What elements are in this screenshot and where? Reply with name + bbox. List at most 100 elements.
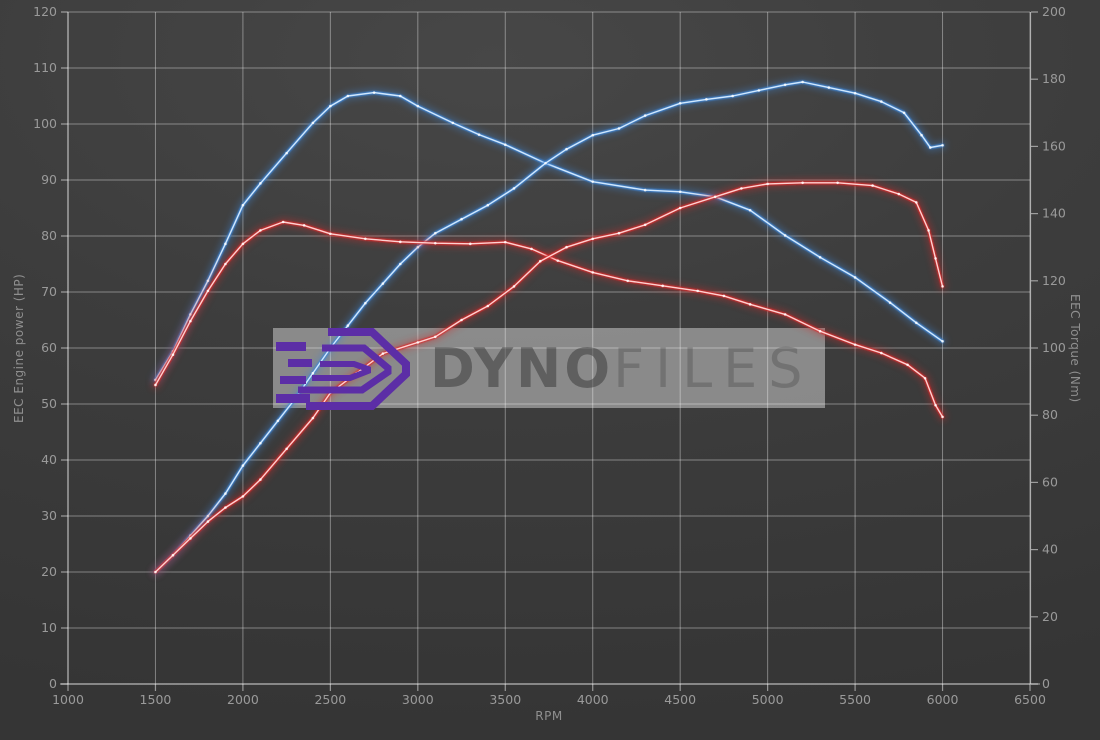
data-point-marker-power-blue: [827, 86, 831, 89]
data-point-marker-power-blue: [941, 143, 944, 147]
y-right-tick-label: 200: [1042, 4, 1066, 19]
x-tick-label: 4500: [664, 692, 696, 707]
data-point-marker-torque-blue: [311, 121, 315, 125]
y-right-tick-label: 100: [1042, 340, 1066, 355]
curve-power-red: [151, 178, 947, 577]
data-point-marker-power-red: [154, 570, 157, 574]
data-point-marker-power-red: [206, 520, 210, 523]
x-tick-label: 3500: [489, 692, 521, 707]
data-point-marker-power-red: [934, 257, 937, 260]
data-point-marker-torque-red: [748, 303, 752, 306]
curve-power-blue: [154, 81, 944, 573]
data-point-marker-torque-blue: [503, 143, 507, 147]
data-point-marker-power-red: [591, 237, 595, 241]
data-point-marker-power-blue: [486, 203, 490, 207]
data-point-marker-torque-red: [934, 403, 937, 407]
data-point-marker-torque-red: [556, 259, 560, 262]
x-tick-label: 6000: [927, 692, 959, 707]
data-point-marker-torque-blue: [678, 190, 682, 194]
y-left-tick-label: 20: [41, 564, 57, 579]
data-point-marker-power-red: [224, 506, 227, 509]
data-point-marker-torque-blue: [915, 321, 918, 325]
y-axis-title-left: EEC Engine power (HP): [12, 273, 26, 423]
y-left-tick-label: 10: [41, 620, 57, 635]
data-point-marker-power-blue: [276, 419, 280, 423]
y-right-tick-label: 0: [1042, 676, 1050, 691]
data-point-marker-torque-red: [941, 415, 944, 419]
data-point-marker-torque-red: [661, 284, 664, 288]
curve-power-red: [154, 182, 944, 573]
data-point-marker-torque-blue: [224, 242, 227, 246]
data-point-marker-power-blue: [591, 133, 595, 137]
data-point-marker-power-red: [836, 181, 839, 185]
data-point-marker-power-blue: [678, 101, 682, 105]
data-point-marker-power-red: [678, 206, 682, 210]
data-point-marker-torque-red: [722, 294, 726, 298]
data-point-marker-power-blue: [853, 91, 857, 95]
y-right-tick-label: 140: [1042, 206, 1066, 221]
data-point-marker-power-blue: [565, 147, 568, 151]
data-point-marker-torque-blue: [259, 182, 262, 185]
data-point-marker-power-blue: [801, 80, 804, 84]
x-tick-label: 1000: [52, 692, 84, 707]
data-point-marker-torque-blue: [451, 121, 455, 125]
dynofiles-logo-icon: [276, 328, 410, 410]
x-tick-label: 5500: [839, 692, 871, 707]
data-point-marker-torque-red: [853, 343, 857, 346]
data-point-marker-torque-blue: [372, 91, 376, 94]
data-point-marker-torque-blue: [888, 301, 892, 304]
data-point-marker-power-blue: [902, 111, 906, 115]
data-point-marker-torque-blue: [591, 180, 595, 183]
y-left-tick-label: 100: [33, 116, 57, 131]
y-axis-title-right: EEC Torque (Nm): [1068, 293, 1082, 403]
logo-bar: [276, 394, 310, 403]
x-tick-label: 3000: [402, 692, 434, 707]
data-point-marker-power-red: [740, 187, 743, 190]
data-point-marker-power-blue: [757, 89, 761, 92]
y-right-tick-label: 80: [1042, 407, 1058, 422]
data-point-marker-power-blue: [460, 217, 463, 221]
y-right-tick-label: 60: [1042, 474, 1058, 489]
data-point-marker-torque-blue: [853, 276, 857, 279]
logo-bar: [288, 359, 312, 367]
data-point-marker-torque-red: [818, 329, 822, 333]
data-point-marker-power-red: [897, 192, 901, 196]
data-point-marker-power-red: [241, 495, 245, 498]
data-point-marker-power-red: [801, 181, 804, 185]
data-point-marker-torque-red: [434, 241, 437, 245]
data-point-marker-power-blue: [544, 161, 547, 165]
data-point-marker-torque-blue: [241, 203, 245, 207]
watermark-brand-bold: DYNO: [430, 337, 614, 400]
data-point-marker-power-red: [941, 285, 944, 288]
y-left-tick-label: 70: [41, 284, 57, 299]
x-tick-label: 2500: [314, 692, 346, 707]
data-point-marker-torque-blue: [346, 94, 350, 98]
y-left-tick-label: 60: [41, 340, 57, 355]
data-point-marker-torque-blue: [783, 234, 787, 237]
data-point-marker-torque-red: [206, 289, 210, 293]
y-left-tick-label: 80: [41, 228, 57, 243]
y-left-tick-label: 120: [33, 4, 57, 19]
data-point-marker-power-blue: [783, 83, 787, 87]
data-point-marker-torque-red: [923, 376, 927, 380]
data-point-marker-power-red: [713, 195, 717, 199]
data-point-marker-power-blue: [617, 127, 621, 130]
data-point-marker-torque-red: [880, 351, 883, 355]
y-left-tick-label: 30: [41, 508, 57, 523]
logo-shape: [298, 344, 392, 394]
data-point-marker-power-blue: [643, 114, 647, 117]
logo-shape: [306, 328, 410, 410]
data-point-marker-power-red: [171, 553, 175, 557]
data-point-marker-power-blue: [241, 464, 245, 467]
data-point-marker-torque-blue: [643, 188, 647, 192]
data-point-marker-power-red: [565, 245, 568, 249]
data-point-marker-torque-red: [154, 383, 157, 387]
data-point-marker-power-blue: [434, 231, 437, 235]
data-point-marker-torque-blue: [285, 151, 288, 155]
watermark-brand-light: FILES: [613, 337, 814, 400]
data-point-marker-power-blue: [399, 262, 402, 266]
curve-power-red: [153, 181, 945, 574]
data-point-marker-power-red: [486, 304, 490, 308]
data-point-marker-power-red: [617, 231, 621, 235]
